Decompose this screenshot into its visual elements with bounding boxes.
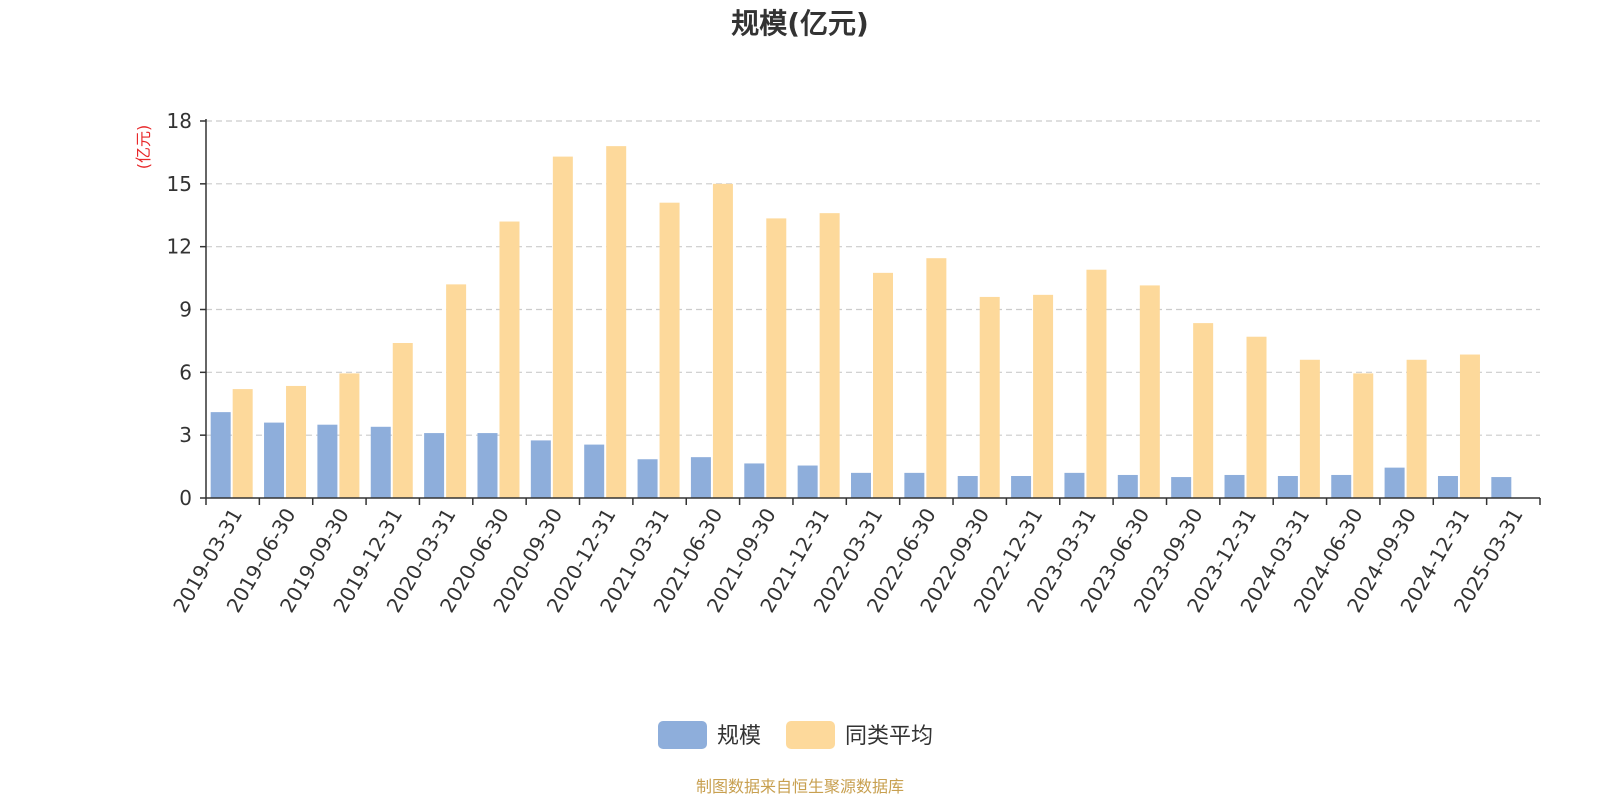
bar-peer-average-2024-06-30[interactable] bbox=[1353, 373, 1374, 498]
bar-peer-average-2022-06-30[interactable] bbox=[926, 258, 947, 498]
x-axis-ticks: 2019-03-312019-06-302019-09-302019-12-31… bbox=[168, 498, 1541, 617]
bar-peer-average-2019-03-31[interactable] bbox=[232, 389, 253, 498]
y-tick-label-6: 6 bbox=[179, 360, 192, 384]
bar-scale-2021-09-30[interactable] bbox=[744, 463, 765, 498]
bar-scale-2024-06-30[interactable] bbox=[1331, 474, 1352, 498]
bar-scale-2020-09-30[interactable] bbox=[530, 440, 551, 498]
bar-peer-average-2020-06-30[interactable] bbox=[499, 221, 520, 499]
bar-scale-2019-06-30[interactable] bbox=[264, 422, 285, 498]
bar-peer-average-2021-12-31[interactable] bbox=[819, 213, 840, 498]
bar-peer-average-2022-12-31[interactable] bbox=[1033, 294, 1054, 498]
legend: 规模 同类平均 bbox=[658, 721, 933, 749]
bar-scale-2023-12-31[interactable] bbox=[1224, 474, 1245, 498]
chart-title: 规模(亿元) bbox=[731, 7, 869, 40]
bar-peer-average-2021-09-30[interactable] bbox=[766, 218, 787, 498]
y-axis-unit-label: (亿元) bbox=[134, 125, 153, 170]
bar-scale-2020-12-31[interactable] bbox=[584, 444, 605, 498]
y-tick-label-9: 9 bbox=[179, 298, 192, 322]
bar-scale-2022-06-30[interactable] bbox=[904, 472, 925, 498]
bar-peer-average-2023-03-31[interactable] bbox=[1086, 269, 1107, 498]
bar-scale-2021-03-31[interactable] bbox=[637, 459, 658, 498]
data-source-note: 制图数据来自恒生聚源数据库 bbox=[696, 777, 904, 796]
bar-peer-average-2022-09-30[interactable] bbox=[979, 296, 1000, 498]
y-tick-label-3: 3 bbox=[179, 423, 192, 447]
bar-scale-2025-03-31[interactable] bbox=[1491, 477, 1512, 498]
bar-scale-2023-03-31[interactable] bbox=[1064, 472, 1085, 498]
bar-peer-average-2021-03-31[interactable] bbox=[659, 202, 680, 498]
y-tick-label-15: 15 bbox=[167, 172, 192, 196]
y-axis-ticks: 0 3 6 9 12 15 18 bbox=[167, 109, 206, 510]
bar-scale-2024-03-31[interactable] bbox=[1277, 476, 1298, 498]
bar-peer-average-2023-09-30[interactable] bbox=[1193, 323, 1214, 498]
bar-scale-2024-12-31[interactable] bbox=[1437, 476, 1458, 498]
legend-swatch-peer-average[interactable] bbox=[786, 721, 835, 749]
bar-peer-average-2019-09-30[interactable] bbox=[339, 373, 360, 498]
bar-scale-2022-12-31[interactable] bbox=[1011, 476, 1032, 498]
bar-scale-2020-06-30[interactable] bbox=[477, 433, 498, 498]
bar-scale-2023-06-30[interactable] bbox=[1117, 474, 1138, 498]
y-tick-label-18: 18 bbox=[167, 109, 192, 133]
bar-scale-2019-12-31[interactable] bbox=[370, 426, 391, 498]
bar-scale-2024-09-30[interactable] bbox=[1384, 467, 1405, 498]
bar-peer-average-2024-12-31[interactable] bbox=[1459, 354, 1480, 498]
legend-label-peer-average[interactable]: 同类平均 bbox=[845, 724, 933, 749]
bars-layer bbox=[210, 146, 1512, 499]
y-tick-label-0: 0 bbox=[179, 486, 192, 510]
bar-peer-average-2020-03-31[interactable] bbox=[446, 284, 467, 498]
bar-peer-average-2019-12-31[interactable] bbox=[392, 343, 413, 498]
bar-scale-2020-03-31[interactable] bbox=[424, 433, 445, 498]
bar-peer-average-2023-12-31[interactable] bbox=[1246, 336, 1267, 498]
bar-scale-2023-09-30[interactable] bbox=[1171, 477, 1192, 498]
bar-scale-2021-12-31[interactable] bbox=[797, 465, 818, 498]
bar-peer-average-2024-03-31[interactable] bbox=[1299, 359, 1320, 498]
legend-label-scale[interactable]: 规模 bbox=[717, 724, 761, 749]
bar-peer-average-2019-06-30[interactable] bbox=[286, 385, 307, 498]
bar-peer-average-2024-09-30[interactable] bbox=[1406, 359, 1427, 498]
bar-peer-average-2020-09-30[interactable] bbox=[552, 156, 573, 498]
y-tick-label-12: 12 bbox=[167, 235, 192, 259]
bar-scale-2022-03-31[interactable] bbox=[851, 472, 871, 498]
bar-scale-2019-09-30[interactable] bbox=[317, 424, 338, 498]
bar-scale-2021-06-30[interactable] bbox=[690, 457, 711, 498]
bar-peer-average-2020-12-31[interactable] bbox=[606, 146, 627, 498]
bar-scale-2019-03-31[interactable] bbox=[210, 412, 231, 498]
bar-scale-2022-09-30[interactable] bbox=[957, 476, 978, 498]
legend-swatch-scale[interactable] bbox=[658, 721, 707, 749]
bar-peer-average-2021-06-30[interactable] bbox=[712, 183, 733, 499]
bar-peer-average-2023-06-30[interactable] bbox=[1139, 285, 1160, 498]
bar-peer-average-2022-03-31[interactable] bbox=[873, 272, 893, 498]
